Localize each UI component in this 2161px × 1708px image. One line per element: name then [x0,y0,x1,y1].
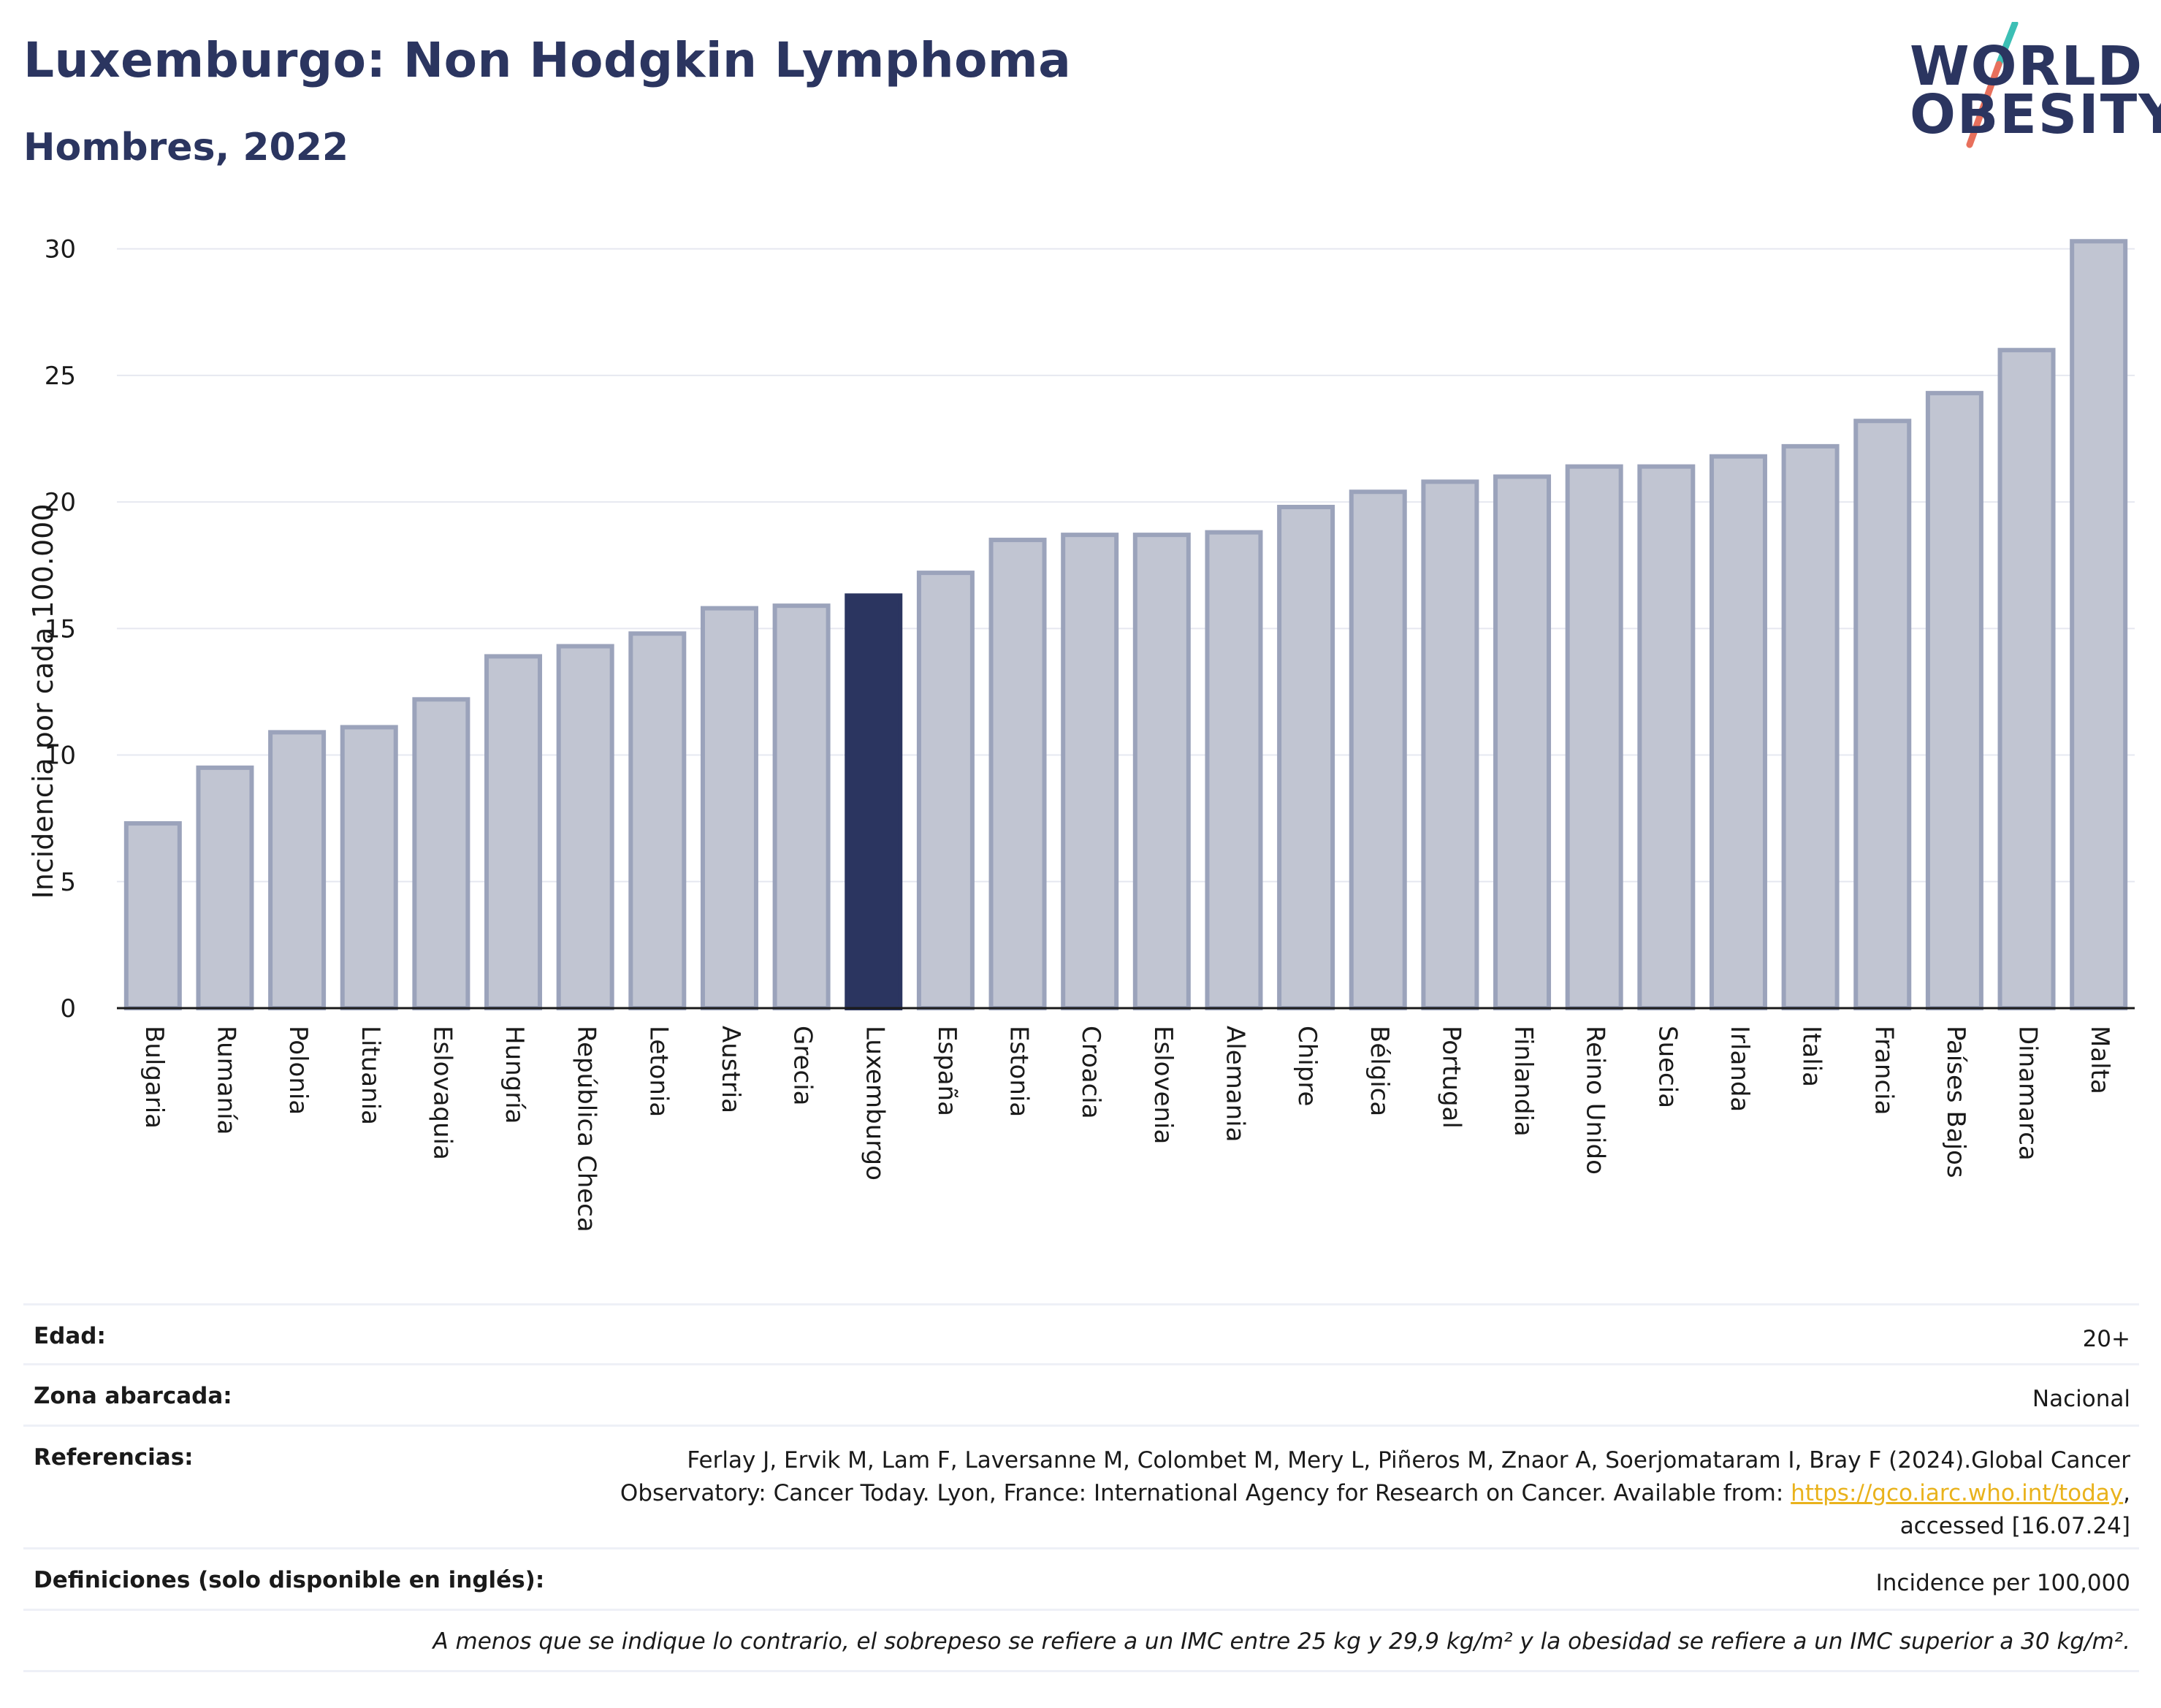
x-tick-label: Eslovenia [1148,1026,1178,1144]
info-table: Edad: 20+ Zona abarcada: Nacional Refere… [23,1303,2139,1672]
info-row-area: Zona abarcada: Nacional [23,1363,2139,1425]
logo-word-world: WORLD [1910,35,2144,98]
bar [700,606,758,1010]
bar [628,631,687,1010]
x-tick-label: Chipre [1292,1026,1322,1106]
info-row-age: Edad: 20+ [23,1303,2139,1363]
references-line-2-end: , [2123,1479,2130,1506]
x-tick-label: Portugal [1436,1026,1466,1129]
x-tick-label: Suecia [1653,1026,1682,1108]
x-tick-label: Eslovaquia [427,1026,457,1160]
bar [1421,479,1479,1011]
page-subtitle: Hombres, 2022 [23,126,349,169]
age-value: 20+ [2082,1326,2130,1352]
x-tick-label: Lituania [356,1026,385,1125]
bar [1565,464,1623,1010]
chart-bars [123,239,2128,1011]
x-tick-label: Bulgaria [140,1026,169,1129]
bar [556,644,614,1011]
definitions-value: Incidence per 100,000 [1875,1570,2130,1596]
info-row-references: Referencias: Ferlay J, Ervik M, Lam F, L… [23,1425,2139,1547]
x-axis-labels: Bulgaria Rumanía Polonia Lituania Eslovaquia… [140,1026,2114,1232]
x-tick-label: Polonia [283,1026,313,1115]
references-line-3: accessed [16.07.24] [1899,1512,2130,1539]
bar [484,654,543,1010]
y-tick-label: 0 [60,994,76,1023]
x-tick-label: Dinamarca [2013,1026,2043,1161]
x-tick-label: Hungría [500,1026,529,1124]
bar [412,697,470,1010]
bar [1493,474,1552,1010]
bar [196,765,254,1010]
bar [1781,443,1840,1010]
y-tick-label: 10 [45,741,76,771]
area-label: Zona abarcada: [34,1383,232,1409]
info-row-definitions: Definiciones (solo disponible en inglés)… [23,1547,2139,1609]
bar [1061,533,1119,1010]
bar [340,725,398,1010]
bar [123,821,182,1011]
bar [1709,454,1767,1010]
x-tick-label: Austria [716,1026,745,1113]
x-tick-label: Croacia [1076,1026,1105,1119]
bar [1853,419,1912,1011]
bar [916,571,975,1011]
x-tick-label: Grecia [788,1026,817,1105]
references-label: Referencias: [34,1444,194,1471]
references-line-2: Observatory: Cancer Today. Lyon, France:… [620,1479,1791,1506]
bar [2070,239,2128,1011]
bar-chart: 0 5 10 15 20 25 30 Incidencia por cada 100.000… [27,235,2135,1232]
bar [268,730,327,1010]
bar [1132,533,1191,1010]
logo-word-obesity: OBESITY [1910,83,2161,146]
y-tick-label: 5 [60,868,76,897]
bar [1925,391,1983,1011]
y-axis-ticks: 0 5 10 15 20 25 30 [45,235,76,1023]
x-tick-label: Países Bajos [1941,1026,1970,1178]
bar [1205,530,1263,1010]
bar [1349,489,1407,1010]
bar [772,603,831,1010]
x-tick-label: Rumanía [211,1026,240,1135]
references-link[interactable]: https://gco.iarc.who.int/today [1791,1479,2124,1506]
x-tick-label: Italia [1797,1026,1826,1087]
x-tick-label: Reino Unido [1581,1026,1610,1175]
bar-highlighted [845,593,903,1010]
x-tick-label: Bélgica [1365,1026,1394,1116]
x-tick-label: Luxemburgo [860,1026,889,1181]
page-title: Luxemburgo: Non Hodgkin Lymphoma [23,32,1072,88]
x-tick-label: Estonia [1005,1026,1034,1117]
references-line-1: Ferlay J, Ervik M, Lam F, Laversanne M, … [687,1447,2130,1473]
x-tick-label: Irlanda [1725,1026,1754,1112]
x-tick-label: Finlandia [1509,1026,1538,1137]
logo-slash-icon [1966,22,2019,148]
area-value: Nacional [2032,1386,2130,1412]
age-label: Edad: [34,1323,106,1349]
info-row-note: A menos que se indique lo contrario, el … [23,1609,2139,1670]
x-tick-label: Alemania [1220,1026,1249,1142]
y-tick-label: 15 [45,614,76,644]
y-tick-label: 25 [45,362,76,391]
x-tick-label: España [932,1026,961,1116]
definitions-label: Definiciones (solo disponible en inglés)… [34,1567,545,1593]
references-value: Ferlay J, Ervik M, Lam F, Laversanne M, … [620,1444,2130,1547]
world-obesity-logo: WORLD OBESITY [1899,22,2161,161]
y-axis-label: Incidencia por cada 100.000 [27,503,59,899]
x-tick-label: Francia [1869,1026,1898,1115]
bar [1997,348,2056,1010]
bar [1637,464,1696,1010]
x-tick-label: Letonia [644,1026,673,1117]
x-tick-label: Malta [2085,1026,2114,1094]
info-bottom-divider [23,1670,2139,1672]
x-tick-label: República Checa [572,1026,601,1232]
y-tick-label: 20 [45,488,76,517]
footnote: A menos que se indique lo contrario, el … [432,1628,2130,1655]
bar [988,538,1047,1010]
bar [1277,505,1335,1010]
y-tick-label: 30 [45,235,76,264]
